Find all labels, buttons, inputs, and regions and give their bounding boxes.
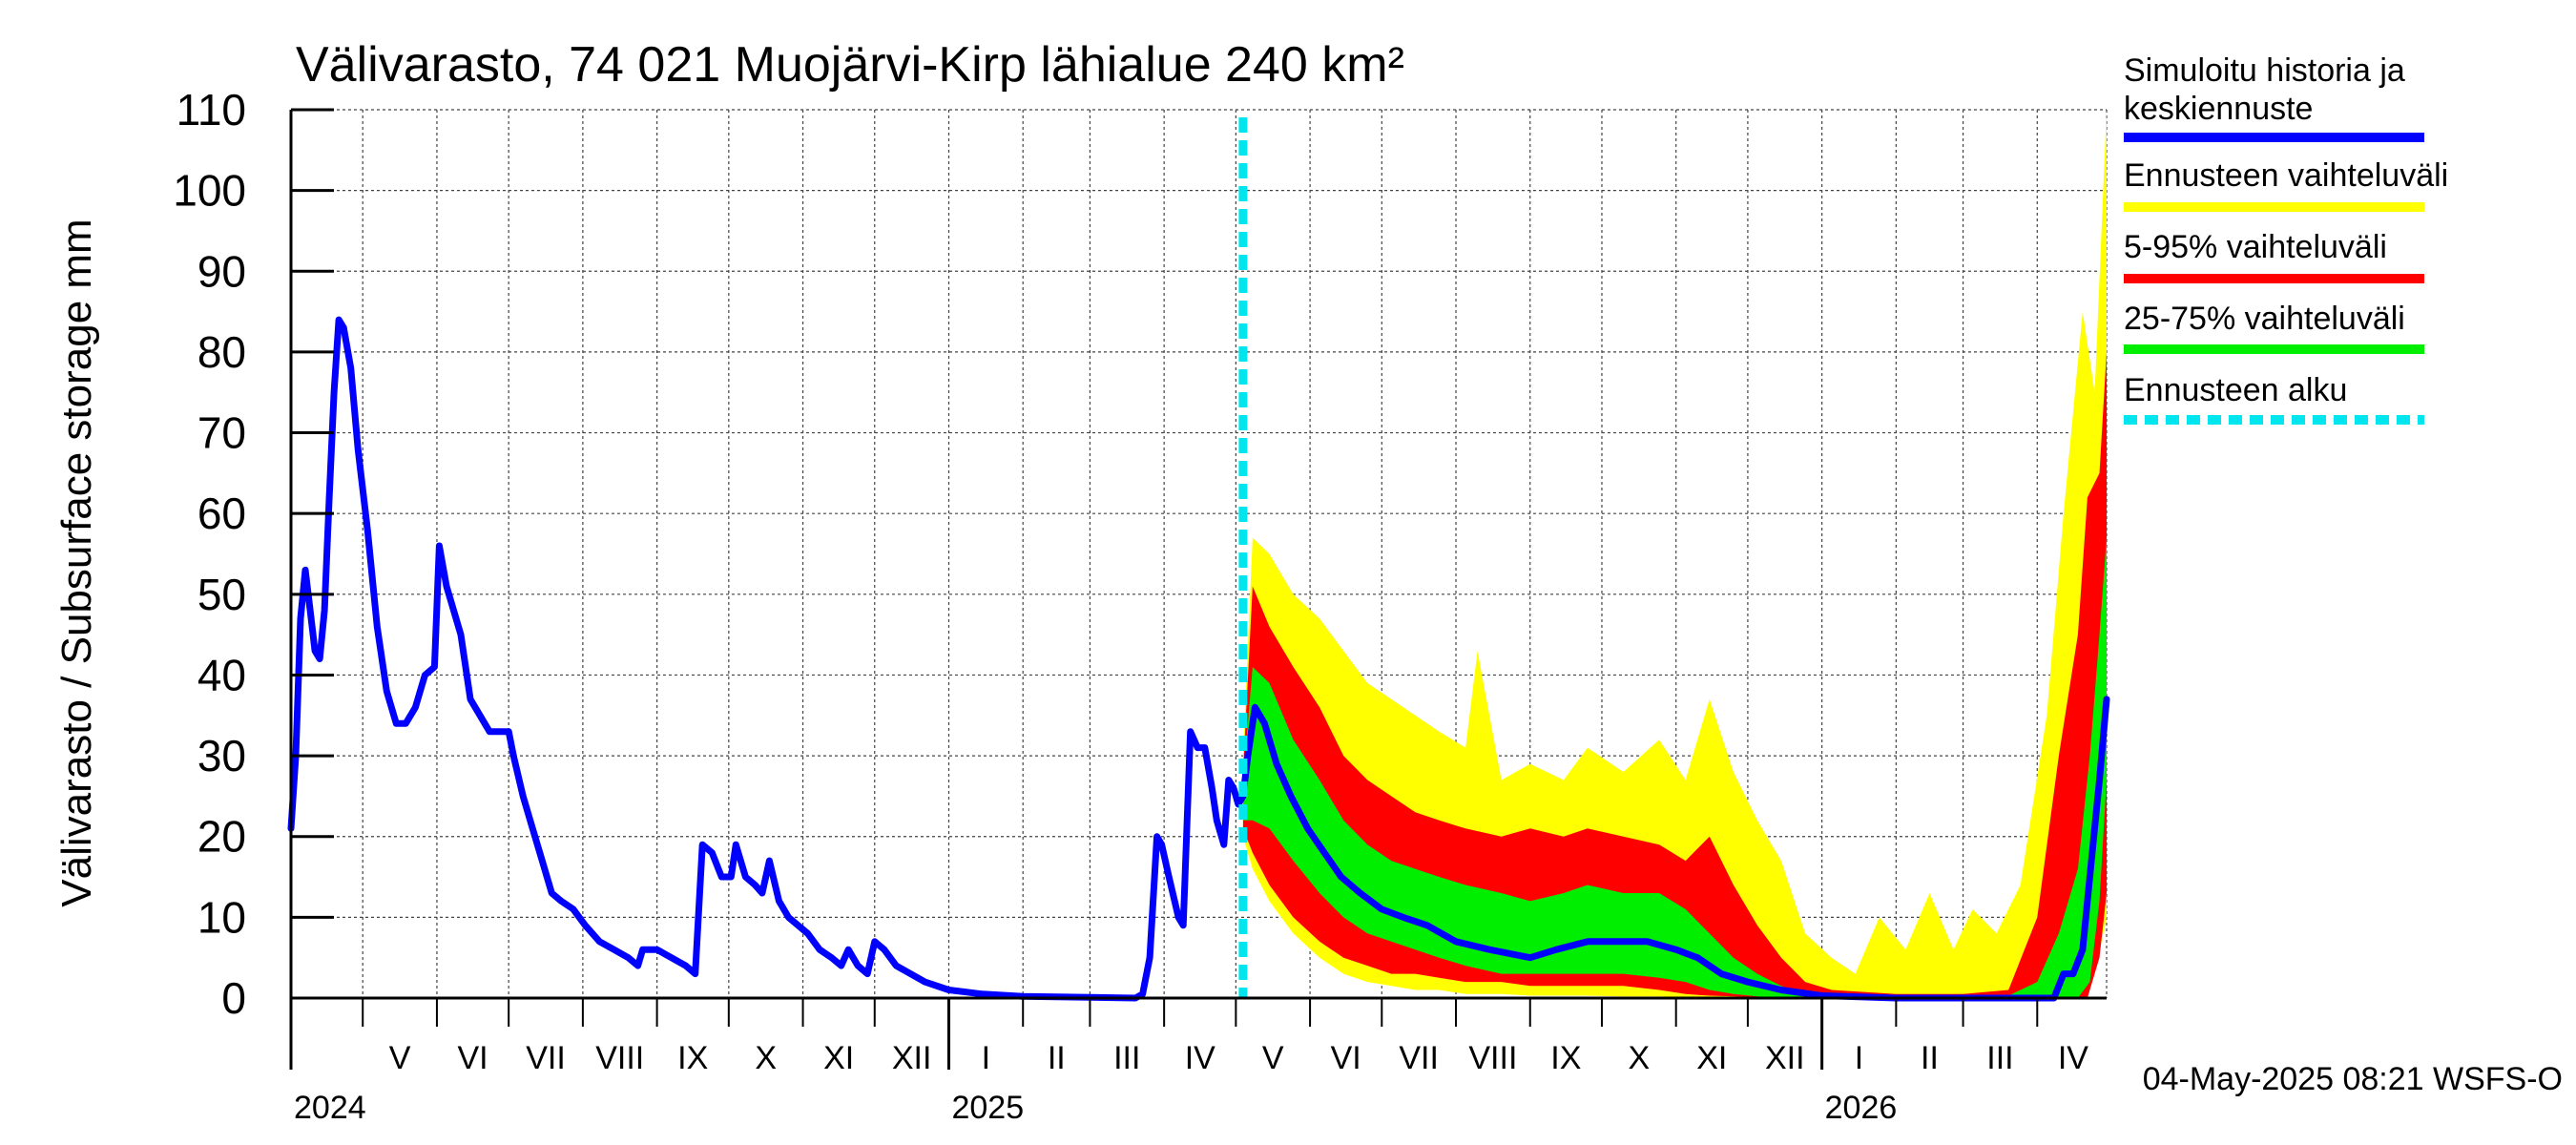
series-lines xyxy=(287,316,2110,1002)
x-tick-labels: V VI VII VIII IX X XI XII I II III IV V VI VII VIII IX X X… xyxy=(294,1040,2088,1126)
y-axis-label: Välivarasto / Subsurface storage mm xyxy=(53,219,100,906)
y-tick-label: 80 xyxy=(197,327,246,377)
forecast-bands xyxy=(1242,110,2107,998)
y-tick-label: 110 xyxy=(177,85,246,135)
month-label: II xyxy=(1921,1040,1939,1076)
month-label: VII xyxy=(1399,1040,1439,1076)
month-label: III xyxy=(1986,1040,2013,1076)
y-tick-label: 40 xyxy=(197,650,246,699)
month-label: VI xyxy=(457,1040,488,1076)
y-tick-label: 20 xyxy=(197,812,246,862)
month-label: XII xyxy=(1765,1040,1805,1076)
legend-label: 25-75% vaihteluväli xyxy=(2124,301,2405,337)
month-label: XI xyxy=(1696,1040,1727,1076)
y-tick-label: 60 xyxy=(197,489,246,538)
month-label: II xyxy=(1048,1040,1066,1076)
year-label: 2025 xyxy=(951,1090,1024,1126)
legend-label: keskiennuste xyxy=(2124,91,2313,127)
band-area xyxy=(1242,351,2107,998)
month-label: IX xyxy=(677,1040,708,1076)
month-label: IV xyxy=(1185,1040,1215,1076)
month-label: IX xyxy=(1550,1040,1581,1076)
legend-label: Ennusteen alku xyxy=(2124,372,2347,408)
y-tick-label: 90 xyxy=(197,246,246,296)
month-label: I xyxy=(982,1040,990,1076)
timestamp-footer: 04-May-2025 08:21 WSFS-O xyxy=(2143,1061,2563,1097)
y-tick-labels: 0 10 20 30 40 50 60 70 80 90 100 110 xyxy=(173,85,246,1023)
month-label: XI xyxy=(823,1040,854,1076)
band-area xyxy=(1242,110,2107,998)
month-label: V xyxy=(389,1040,411,1076)
y-tick-label: 70 xyxy=(197,408,246,458)
year-label: 2026 xyxy=(1825,1090,1898,1126)
y-tick-label: 30 xyxy=(197,731,246,781)
legend-label: Simuloitu historia ja xyxy=(2124,52,2405,89)
y-tick-label: 0 xyxy=(221,973,246,1023)
month-label: X xyxy=(755,1040,777,1076)
y-tick-label: 10 xyxy=(197,892,246,942)
y-tick-label: 50 xyxy=(197,570,246,619)
month-label: III xyxy=(1113,1040,1140,1076)
month-label: I xyxy=(1855,1040,1863,1076)
chart-title: Välivarasto, 74 021 Muojärvi-Kirp lähial… xyxy=(296,37,1404,93)
month-label: VIII xyxy=(1468,1040,1517,1076)
legend-label: Ennusteen vaihteluväli xyxy=(2124,157,2448,194)
month-label: V xyxy=(1262,1040,1284,1076)
y-tick-label: 100 xyxy=(173,166,246,216)
month-label: VI xyxy=(1331,1040,1361,1076)
legend-label: 5-95% vaihteluväli xyxy=(2124,229,2387,265)
band-area xyxy=(1242,537,2107,998)
month-label: X xyxy=(1628,1040,1650,1076)
month-label: IV xyxy=(2058,1040,2088,1076)
month-label: VIII xyxy=(595,1040,644,1076)
year-label: 2024 xyxy=(294,1090,366,1126)
axes xyxy=(289,108,2107,1070)
series-line xyxy=(287,316,2110,1002)
month-label: VII xyxy=(526,1040,566,1076)
month-label: XII xyxy=(892,1040,932,1076)
